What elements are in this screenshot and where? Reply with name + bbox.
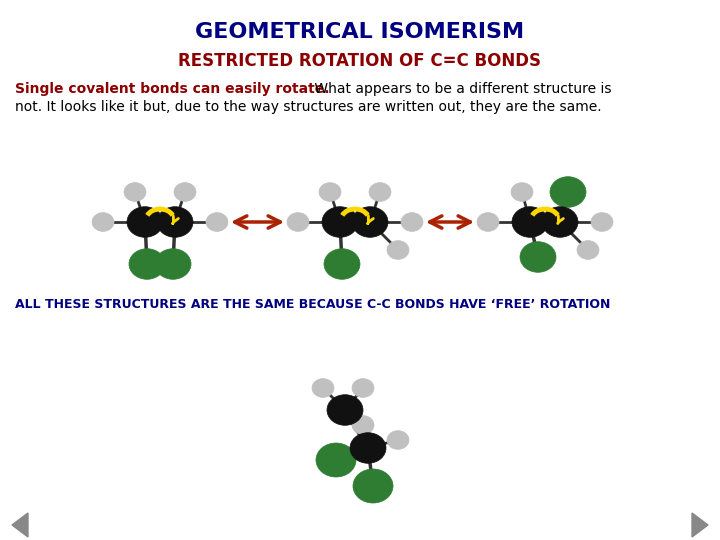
Ellipse shape <box>129 249 165 279</box>
Ellipse shape <box>174 183 196 201</box>
Ellipse shape <box>550 177 586 207</box>
Ellipse shape <box>520 242 556 272</box>
Polygon shape <box>692 513 708 537</box>
Ellipse shape <box>92 213 114 231</box>
Text: Single covalent bonds can easily rotate.: Single covalent bonds can easily rotate. <box>15 82 330 96</box>
Ellipse shape <box>577 241 599 259</box>
Ellipse shape <box>350 433 386 463</box>
Ellipse shape <box>542 207 578 237</box>
Ellipse shape <box>352 379 374 397</box>
Polygon shape <box>12 513 28 537</box>
Text: RESTRICTED ROTATION OF C=C BONDS: RESTRICTED ROTATION OF C=C BONDS <box>179 52 541 70</box>
Ellipse shape <box>477 213 499 231</box>
Ellipse shape <box>127 207 163 237</box>
Text: What appears to be a different structure is: What appears to be a different structure… <box>310 82 611 96</box>
Text: GEOMETRICAL ISOMERISM: GEOMETRICAL ISOMERISM <box>195 22 525 42</box>
Text: not. It looks like it but, due to the way structures are written out, they are t: not. It looks like it but, due to the wa… <box>15 100 602 114</box>
Ellipse shape <box>206 213 228 231</box>
Ellipse shape <box>591 213 613 231</box>
Ellipse shape <box>124 183 146 201</box>
Text: ALL THESE STRUCTURES ARE THE SAME BECAUSE C-C BONDS HAVE ‘FREE’ ROTATION: ALL THESE STRUCTURES ARE THE SAME BECAUS… <box>15 298 611 311</box>
Ellipse shape <box>287 213 309 231</box>
Ellipse shape <box>319 183 341 201</box>
Ellipse shape <box>327 395 363 426</box>
Ellipse shape <box>312 379 334 397</box>
Ellipse shape <box>316 443 356 477</box>
Ellipse shape <box>352 207 388 237</box>
Ellipse shape <box>352 416 374 434</box>
Ellipse shape <box>511 183 533 201</box>
Ellipse shape <box>157 207 193 237</box>
Ellipse shape <box>512 207 548 237</box>
Ellipse shape <box>387 241 409 259</box>
Ellipse shape <box>155 249 191 279</box>
Ellipse shape <box>387 431 409 449</box>
Ellipse shape <box>324 249 360 279</box>
Ellipse shape <box>353 469 393 503</box>
Ellipse shape <box>369 183 391 201</box>
Ellipse shape <box>401 213 423 231</box>
Ellipse shape <box>322 207 358 237</box>
